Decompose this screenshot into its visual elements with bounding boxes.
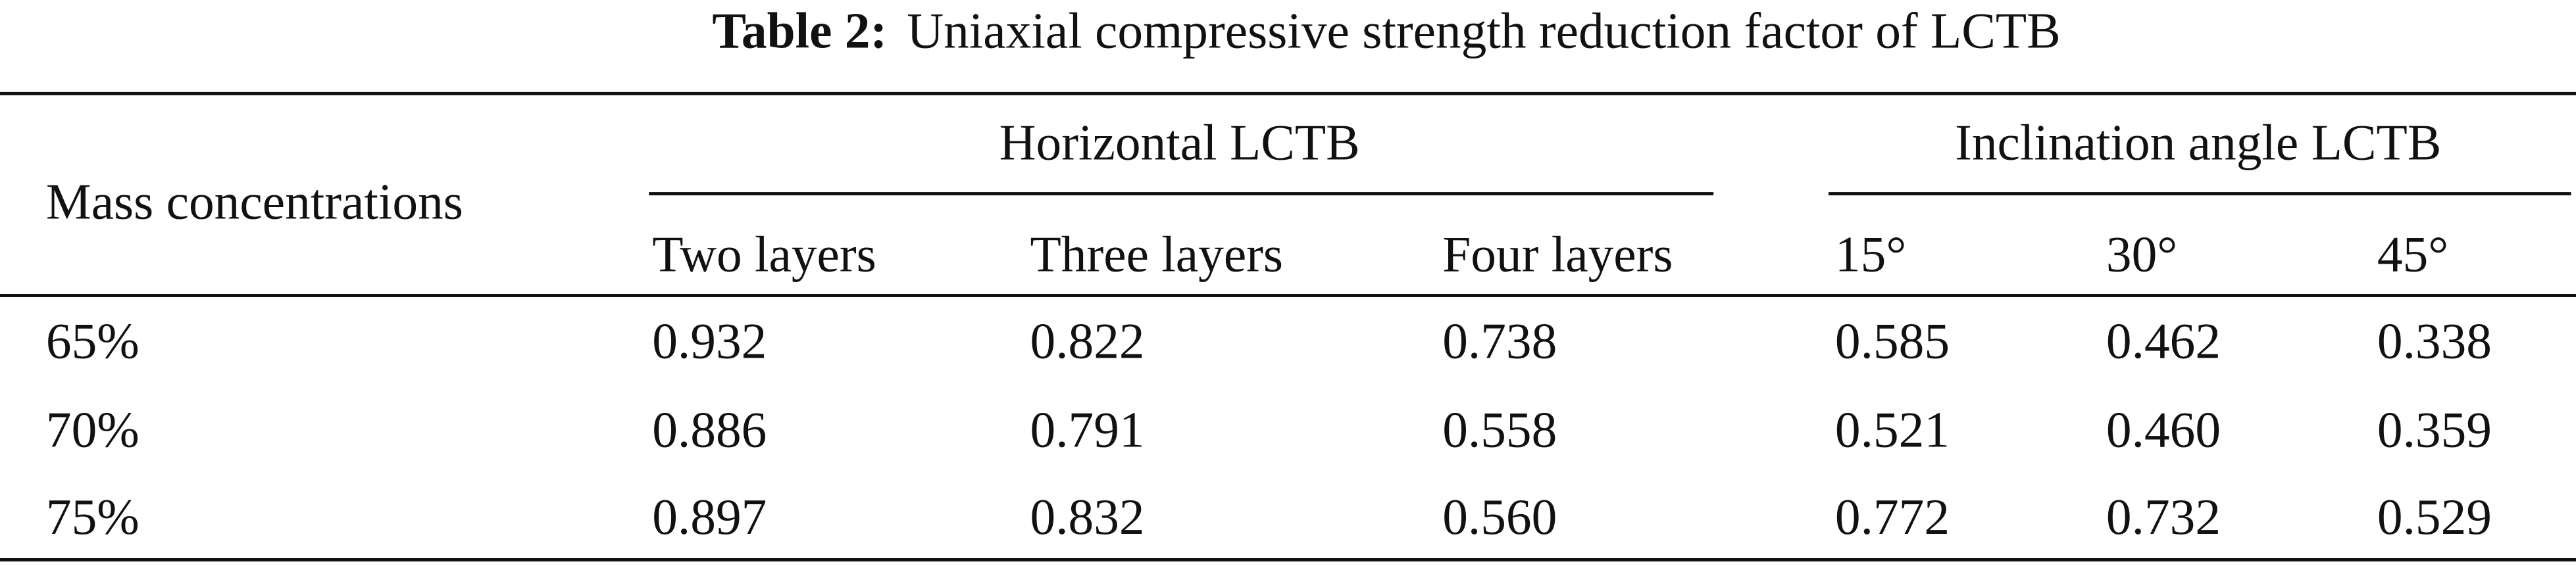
cell: 0.462 <box>2106 313 2221 369</box>
cell: 0.791 <box>1030 401 1145 458</box>
cell: 0.822 <box>1030 313 1145 369</box>
row-header: Mass concentrations <box>46 173 463 229</box>
column-header: 45° <box>2377 226 2448 282</box>
cell: 0.460 <box>2106 401 2221 458</box>
cell: 0.832 <box>1030 488 1145 545</box>
row-label: 75% <box>46 488 139 545</box>
row-label: 70% <box>46 401 139 458</box>
cell: 0.521 <box>1835 401 1950 458</box>
cell: 0.932 <box>652 313 767 369</box>
table-title: Uniaxial compressive strength reduction … <box>907 3 2061 59</box>
column-header: Three layers <box>1030 226 1284 282</box>
column-header: Two layers <box>652 226 876 282</box>
cell: 0.886 <box>652 401 767 458</box>
cell: 0.558 <box>1442 401 1557 458</box>
group-header: Horizontal LCTB <box>999 114 1360 171</box>
column-header: 15° <box>1835 226 1906 282</box>
cell: 0.359 <box>2377 401 2492 458</box>
row-label: 65% <box>46 313 139 369</box>
table-label: Table 2: <box>712 3 887 59</box>
cell: 0.897 <box>652 488 767 545</box>
cell: 0.529 <box>2377 488 2492 545</box>
cell: 0.585 <box>1835 313 1950 369</box>
column-header: Four layers <box>1442 226 1673 282</box>
column-header: 30° <box>2106 226 2177 282</box>
cell: 0.738 <box>1442 313 1557 369</box>
cell: 0.732 <box>2106 488 2221 545</box>
cell: 0.338 <box>2377 313 2492 369</box>
cell: 0.560 <box>1442 488 1557 545</box>
cell: 0.772 <box>1835 488 1950 545</box>
group-header: Inclination angle LCTB <box>1955 114 2441 171</box>
